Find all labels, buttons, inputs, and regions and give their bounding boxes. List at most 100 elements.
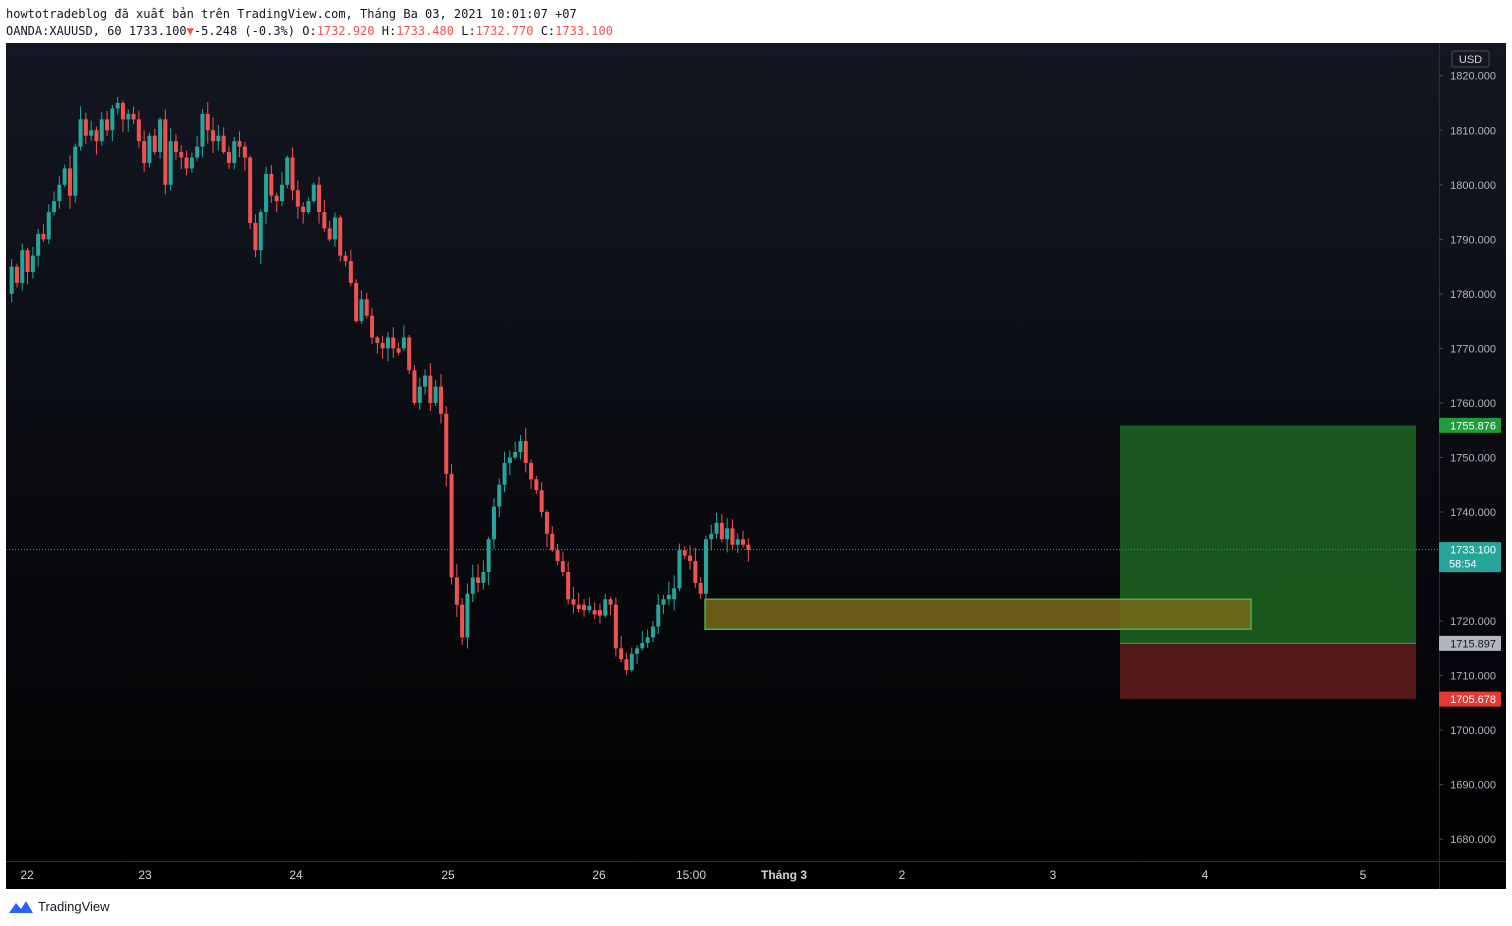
candle-body <box>221 135 226 153</box>
candle-body <box>571 599 576 605</box>
candle-body <box>672 588 677 600</box>
change-arrow-icon: ▼ <box>186 24 194 38</box>
candle-body <box>279 184 284 202</box>
price-change: -5.248 (-0.3%) <box>193 24 296 38</box>
candle-body <box>693 561 698 583</box>
candle-body <box>619 648 624 660</box>
candle-body <box>465 593 470 638</box>
candle-body <box>253 222 258 251</box>
candle-body <box>714 522 719 534</box>
ohlc-legend: OANDA:XAUUSD, 60 1733.100 ▼-5.248 (-0.3%)… <box>6 24 613 38</box>
footer[interactable]: TradingView <box>8 899 110 914</box>
candle-body <box>688 555 693 562</box>
candle-body <box>523 441 528 463</box>
time-tick-label: 22 <box>20 868 34 882</box>
candle-body <box>428 375 433 403</box>
price-tick-label: 1810.000 <box>1450 125 1496 137</box>
candle-body <box>385 337 390 349</box>
high-value: 1733.480 <box>396 24 454 38</box>
candle-body <box>25 250 30 273</box>
entry-price-tag-bg <box>1439 635 1501 651</box>
candle-body <box>136 119 141 142</box>
candle-body <box>518 441 523 452</box>
candle-body <box>566 571 571 600</box>
candle-body <box>735 539 740 545</box>
price-tick-label: 1680.000 <box>1450 834 1496 846</box>
currency-badge[interactable]: USD <box>1451 50 1490 68</box>
candle-body <box>661 599 666 605</box>
candle-body <box>168 141 173 185</box>
candle-body <box>189 157 194 169</box>
candle-body <box>306 201 311 213</box>
candle-body <box>470 577 475 594</box>
candle-body <box>497 484 502 507</box>
candle-body <box>105 119 110 131</box>
support-zone[interactable] <box>704 598 1252 630</box>
price-tags: 1755.876 1733.100 58:54 1715.897 1705.678 <box>1439 417 1501 707</box>
candle-body <box>719 522 724 540</box>
price-tick-label: 1760.000 <box>1450 398 1496 410</box>
candle-body <box>46 212 51 240</box>
candle-body <box>94 130 99 142</box>
candle-body <box>142 141 147 163</box>
candle-body <box>62 168 67 185</box>
candle-body <box>741 539 746 545</box>
time-tick-label: 24 <box>289 868 303 882</box>
stop-zone[interactable] <box>1120 643 1416 700</box>
candle-body <box>173 141 178 153</box>
candle-body <box>407 337 412 371</box>
candle-body <box>248 157 253 223</box>
price-tick-label: 1820.000 <box>1450 71 1496 83</box>
candle-body <box>587 605 592 611</box>
candle-body <box>264 173 269 213</box>
candle-body <box>624 659 629 671</box>
candle-body <box>290 157 295 191</box>
candle-body <box>555 550 560 562</box>
candle-body <box>20 250 25 283</box>
symbol-label[interactable]: OANDA:XAUUSD, 60 <box>6 24 122 38</box>
currency-label: USD <box>1459 54 1482 66</box>
candle-body <box>301 206 306 213</box>
low-label: L: <box>461 24 476 38</box>
candle-body <box>73 146 78 196</box>
candle-body <box>163 119 168 185</box>
candle-body <box>396 348 401 353</box>
candle-body <box>613 604 618 649</box>
candle-body <box>14 266 19 283</box>
time-tick-label: 5 <box>1360 868 1367 882</box>
target-price-tag: 1755.876 <box>1450 420 1496 432</box>
close-value: 1733.100 <box>555 24 613 38</box>
candle-body <box>52 201 57 213</box>
time-tick-label: 25 <box>441 868 455 882</box>
time-tick-label: 3 <box>1050 868 1057 882</box>
candle-body <box>78 119 83 147</box>
candle-body <box>645 637 650 643</box>
candle-body <box>698 582 703 594</box>
candle-body <box>274 195 279 202</box>
candle-body <box>237 141 242 147</box>
time-tick-label: Tháng 3 <box>761 868 807 882</box>
candle-body <box>327 228 332 240</box>
candle-body <box>666 594 671 600</box>
candle-body <box>332 217 337 240</box>
time-tick-label: 23 <box>138 868 152 882</box>
candle-body <box>205 113 210 131</box>
candle-body <box>242 146 247 158</box>
candle-body <box>120 102 125 120</box>
candle-body <box>560 561 565 572</box>
candle-body <box>534 479 539 491</box>
candle-body <box>99 119 104 142</box>
publish-info: howtotradeblog đã xuất bản trên TradingV… <box>6 7 577 21</box>
candle-body <box>709 533 714 540</box>
candle-body <box>200 113 205 147</box>
candle-body <box>682 550 687 556</box>
candle-body <box>184 157 189 169</box>
candle-body <box>433 386 438 403</box>
candle-body <box>725 528 730 540</box>
candle-body <box>391 337 396 349</box>
stop-price-tag-bg <box>1439 691 1501 707</box>
overlays[interactable] <box>704 425 1416 700</box>
candle-body <box>449 473 454 578</box>
